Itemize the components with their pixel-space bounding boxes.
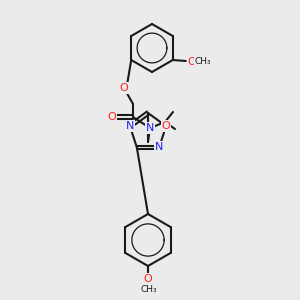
Text: CH₃: CH₃ (141, 284, 157, 293)
Text: O: O (120, 83, 128, 93)
Text: N: N (126, 121, 134, 131)
Text: N: N (146, 123, 154, 133)
Text: N: N (155, 142, 164, 152)
Text: O: O (144, 274, 152, 284)
Text: CH₃: CH₃ (195, 58, 212, 67)
Text: O: O (108, 112, 116, 122)
Text: O: O (162, 121, 170, 131)
Text: O: O (188, 57, 196, 67)
